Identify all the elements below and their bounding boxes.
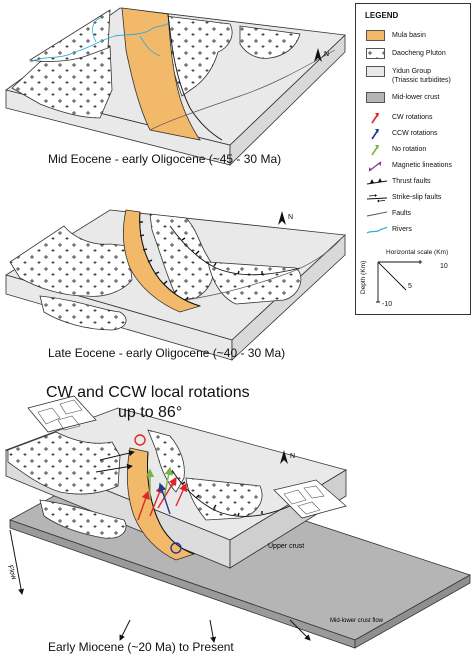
panel2-north-label: N <box>288 214 293 221</box>
legend-item-magnetic-lineations: Magnetic lineations <box>356 160 472 174</box>
legend-item-mula-basin: Mula basin <box>356 30 472 44</box>
panel1-pluton-ne <box>239 25 301 59</box>
panel2-pluton-lower <box>39 295 127 331</box>
scale-tick-10: 10 <box>440 263 448 270</box>
legend-item-thrust-faults: Thrust faults <box>356 176 472 190</box>
legend-label: Faults <box>392 210 412 217</box>
scale-diagram <box>376 260 422 303</box>
legend-item-daocheng-pluton: Daocheng Pluton <box>356 48 472 62</box>
panel1-river <box>29 21 171 63</box>
legend-label: Rivers <box>392 226 412 233</box>
legend-label: CW rotations <box>392 114 433 121</box>
panel1-north-label: N <box>324 51 329 58</box>
ccw-rotation-symbol <box>170 542 182 554</box>
legend-label: CCW rotations <box>392 130 438 137</box>
panel1-north-arrow <box>314 48 322 62</box>
panel3-title-line2: up to 86° <box>118 404 183 421</box>
mid-lower-crust-flow-label: Mid-lower crust flow <box>330 618 384 624</box>
pluton-swatch <box>366 48 385 59</box>
panel3-caption: Early Miocene (~20 Ma) to Present <box>48 640 234 654</box>
legend-label: Thrust faults <box>392 178 431 185</box>
legend: LEGEND Mula basin Daocheng Pluton Yidun … <box>355 3 471 315</box>
panel3-block: Flow N Upper crust Mid-lower crust flow <box>4 395 471 649</box>
legend-item-rivers: Rivers <box>356 224 472 238</box>
magnetic-lineation-icon <box>368 161 382 172</box>
legend-title: LEGEND <box>365 11 399 20</box>
legend-item-no-rotation: No rotation <box>356 144 472 158</box>
panel2-block: N <box>5 209 346 361</box>
strike-slip-fault-icon <box>366 194 388 203</box>
crust-swatch <box>366 92 385 103</box>
legend-item-yidun-group: Yidun Group (Triassic turbidites) <box>356 66 472 88</box>
panel2-caption: Late Eocene - early Oligocene (~40 - 30 … <box>48 346 286 360</box>
panel2-pluton-west <box>9 225 133 297</box>
panel1-pluton-north <box>28 9 111 62</box>
horizontal-scale-title: Horizontal scale (Km) <box>386 249 449 256</box>
panel3-inset-block-west <box>27 395 97 433</box>
panel3-rotation-arrows <box>137 466 187 521</box>
panel3-pluton-east-block <box>185 477 263 521</box>
legend-label: Strike-slip faults <box>392 194 442 201</box>
legend-label: Mula basin <box>392 32 426 39</box>
legend-label: Yidun Group <box>392 68 432 75</box>
panel3-title-line1: CW and CCW local rotations <box>46 384 250 401</box>
scale-tick-neg10: -10 <box>382 301 393 308</box>
legend-label: No rotation <box>392 146 427 153</box>
cw-rotation-symbol <box>134 434 146 446</box>
legend-label: Mid-lower crust <box>392 94 440 101</box>
mula-basin-swatch <box>366 30 385 41</box>
cw-arrow-icon <box>371 113 379 124</box>
river-line-icon <box>366 226 388 234</box>
panel3-inset-block-east <box>273 479 347 519</box>
legend-item-cw-rotations: CW rotations <box>356 112 472 126</box>
legend-item-mid-lower-crust: Mid-lower crust <box>356 92 472 106</box>
legend-sublabel: (Triassic turbidites) <box>392 77 451 84</box>
depth-label: Depth (Km) <box>360 260 367 294</box>
fault-line-icon <box>366 211 388 217</box>
panel2-pluton-east <box>149 213 214 301</box>
no-rotation-arrow-icon <box>371 145 379 156</box>
flow-label: Flow <box>6 564 18 581</box>
upper-crust-label: Upper crust <box>268 543 304 550</box>
scale-tick-5: 5 <box>408 283 412 290</box>
legend-item-strike-slip-faults: Strike-slip faults <box>356 192 472 206</box>
thrust-fault-icon <box>366 178 388 185</box>
panel3-north-label: N <box>290 453 295 460</box>
ccw-arrow-icon <box>371 129 379 140</box>
panel1-block: N <box>5 7 346 166</box>
legend-label: Daocheng Pluton <box>392 50 446 57</box>
panel1-caption: Mid Eocene - early Oligocene (~45 - 30 M… <box>48 152 282 166</box>
legend-item-faults: Faults <box>356 208 472 222</box>
legend-item-ccw-rotations: CCW rotations <box>356 128 472 142</box>
panel1-mula-basin <box>121 7 201 141</box>
panel3-pluton-west <box>7 431 121 495</box>
panel3-pluton-lower <box>39 499 127 539</box>
legend-label: Magnetic lineations <box>392 162 452 169</box>
yidun-swatch <box>366 66 385 77</box>
